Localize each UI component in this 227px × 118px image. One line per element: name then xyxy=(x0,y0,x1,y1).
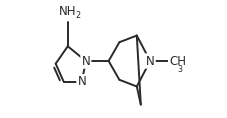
Text: N: N xyxy=(145,55,154,67)
Text: N: N xyxy=(77,75,86,88)
Text: N: N xyxy=(81,55,90,67)
Text: 2: 2 xyxy=(75,11,80,20)
Text: 3: 3 xyxy=(177,65,182,74)
Text: CH: CH xyxy=(168,55,185,67)
Text: NH: NH xyxy=(59,5,76,18)
